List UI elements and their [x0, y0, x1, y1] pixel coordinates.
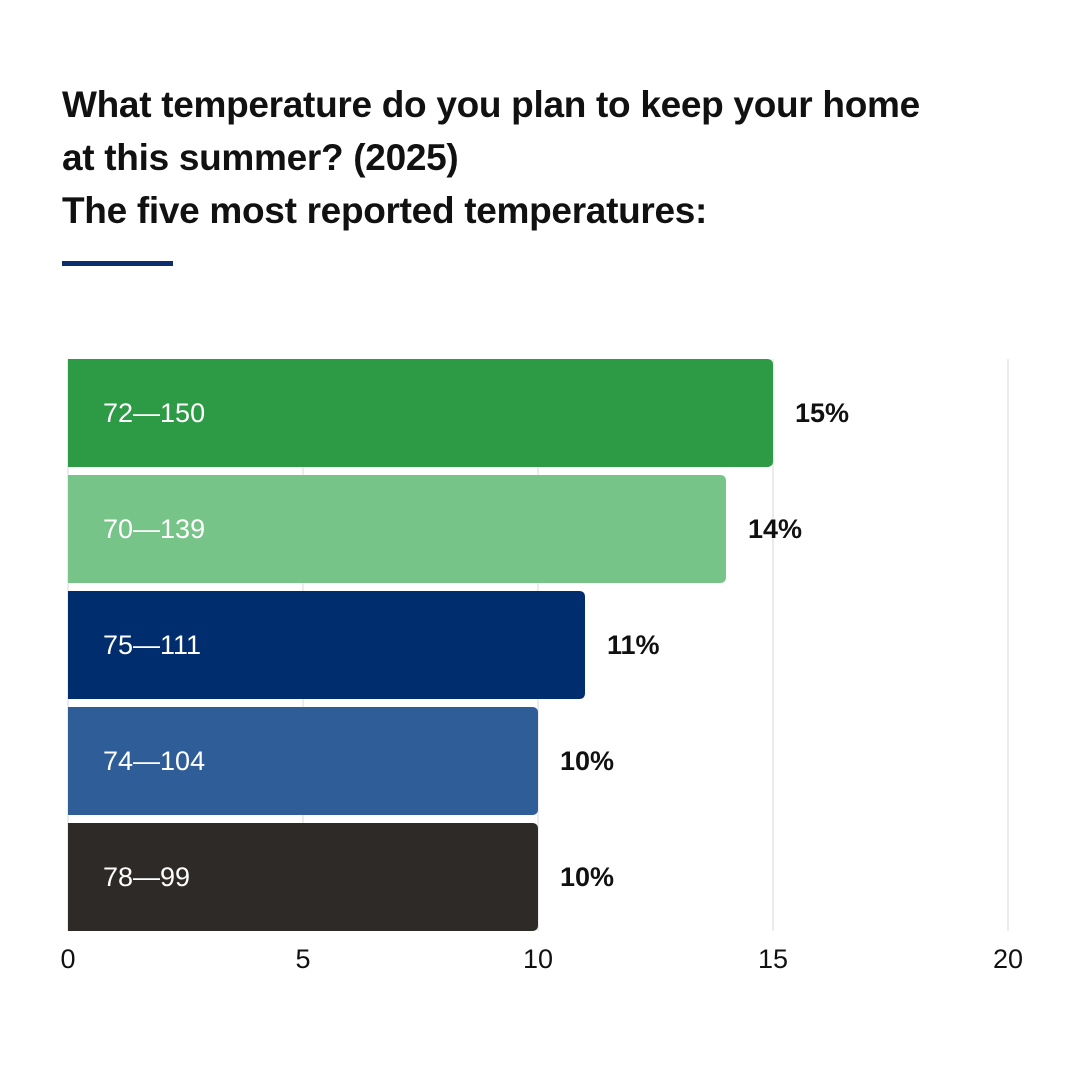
title-underline-accent — [62, 261, 173, 266]
bar-group: 75—111 11% — [68, 591, 660, 699]
bar — [68, 823, 538, 931]
x-tick-label: 5 — [295, 944, 310, 974]
title-line-2: at this summer? (2025) — [62, 137, 459, 178]
bar-group: 72—150 15% — [68, 359, 849, 467]
bar-value-label: 15% — [795, 398, 849, 428]
bar-value-label: 11% — [607, 630, 660, 660]
bar-category-label: 78—99 — [103, 862, 190, 892]
x-axis-ticks: 0 5 10 15 20 — [60, 944, 1023, 974]
x-tick-label: 0 — [60, 944, 75, 974]
title-line-1: What temperature do you plan to keep you… — [62, 84, 920, 125]
bar-value-label: 10% — [560, 862, 614, 892]
title-line-3: The five most reported temperatures: — [62, 190, 708, 231]
x-tick-label: 20 — [993, 944, 1023, 974]
chart-title: What temperature do you plan to keep you… — [62, 78, 1022, 237]
bar — [68, 591, 585, 699]
bar-category-label: 72—150 — [103, 398, 205, 428]
x-tick-label: 15 — [758, 944, 788, 974]
bar — [68, 707, 538, 815]
bar-value-label: 10% — [560, 746, 614, 776]
bar-value-label: 14% — [748, 514, 802, 544]
bars: 72—150 15%70—139 14%75—111 11%74—104 10%78—9… — [68, 359, 849, 931]
x-tick-label: 10 — [523, 944, 553, 974]
bar-category-label: 74—104 — [103, 746, 205, 776]
bar — [68, 475, 726, 583]
bar-category-label: 75—111 — [103, 630, 201, 660]
bar — [68, 359, 773, 467]
bar-group: 78—99 10% — [68, 823, 614, 931]
bar-group: 74—104 10% — [68, 707, 614, 815]
bar-category-label: 70—139 — [103, 514, 205, 544]
bar-group: 70—139 14% — [68, 475, 802, 583]
